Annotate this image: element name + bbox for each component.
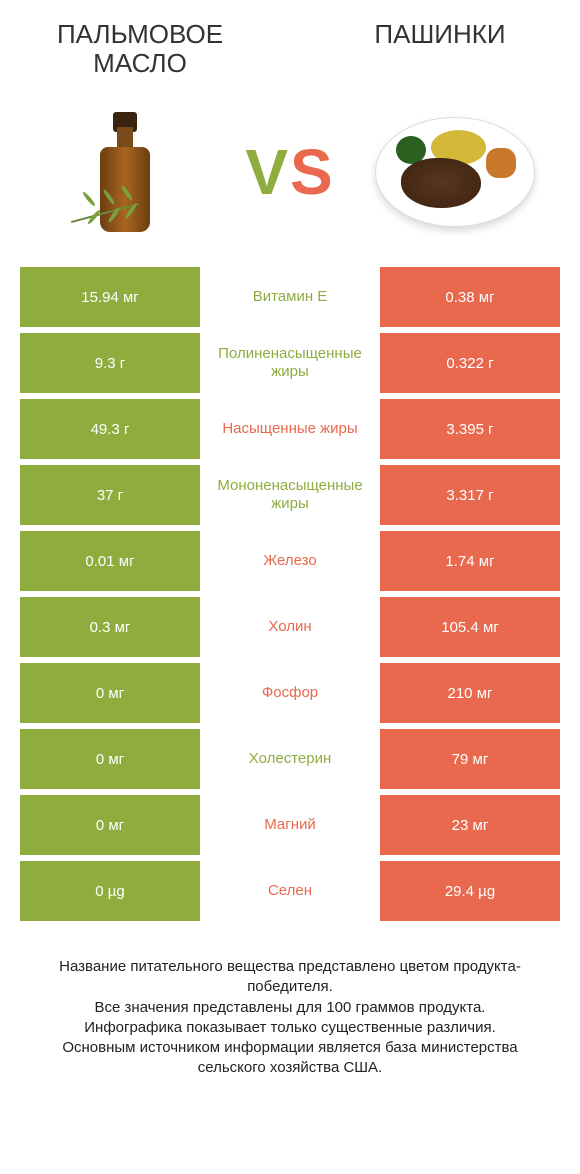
table-row: 0 мгХолестерин79 мг (20, 729, 560, 789)
nutrient-label: Селен (200, 861, 380, 921)
nutrient-label: Фосфор (200, 663, 380, 723)
value-right: 0.322 г (380, 333, 560, 393)
value-right: 79 мг (380, 729, 560, 789)
vs-label: VS (245, 135, 334, 209)
value-left: 0 мг (20, 729, 200, 789)
value-left: 0 мг (20, 663, 200, 723)
table-row: 37 гМононенасыщенные жиры3.317 г (20, 465, 560, 525)
product-right-title: ПАШИНКИ (340, 20, 540, 77)
value-left: 0 мг (20, 795, 200, 855)
nutrient-label: Холин (200, 597, 380, 657)
product-left-title: ПАЛЬМОВОЕ МАСЛО (40, 20, 240, 77)
value-right: 0.38 мг (380, 267, 560, 327)
header: ПАЛЬМОВОЕ МАСЛО ПАШИНКИ (0, 0, 580, 87)
nutrient-label: Полиненасыщенные жиры (200, 333, 380, 393)
table-row: 49.3 гНасыщенные жиры3.395 г (20, 399, 560, 459)
nutrient-label: Железо (200, 531, 380, 591)
value-right: 1.74 мг (380, 531, 560, 591)
nutrient-label: Магний (200, 795, 380, 855)
value-left: 0 µg (20, 861, 200, 921)
product-left-image (40, 97, 210, 247)
table-row: 0 мгМагний23 мг (20, 795, 560, 855)
table-row: 0 мгФосфор210 мг (20, 663, 560, 723)
nutrient-label: Насыщенные жиры (200, 399, 380, 459)
value-left: 0.3 мг (20, 597, 200, 657)
table-row: 0.01 мгЖелезо1.74 мг (20, 531, 560, 591)
table-row: 0 µgСелен29.4 µg (20, 861, 560, 921)
value-left: 0.01 мг (20, 531, 200, 591)
oil-bottle-icon (100, 112, 150, 232)
table-row: 0.3 мгХолин105.4 мг (20, 597, 560, 657)
comparison-row: VS (0, 87, 580, 267)
value-right: 3.395 г (380, 399, 560, 459)
value-right: 29.4 µg (380, 861, 560, 921)
value-right: 23 мг (380, 795, 560, 855)
footer-line: Основным источником информации является … (30, 1038, 550, 1079)
nutrient-label: Мононенасыщенные жиры (200, 465, 380, 525)
nutrient-label: Витамин E (200, 267, 380, 327)
value-left: 49.3 г (20, 399, 200, 459)
nutrient-label: Холестерин (200, 729, 380, 789)
vs-s: S (290, 136, 335, 208)
value-right: 3.317 г (380, 465, 560, 525)
footer-line: Все значения представлены для 100 граммо… (30, 998, 550, 1018)
footer-notes: Название питательного вещества представл… (0, 927, 580, 1079)
table-row: 9.3 гПолиненасыщенные жиры0.322 г (20, 333, 560, 393)
nutrition-table: 15.94 мгВитамин E0.38 мг9.3 гПолиненасыщ… (0, 267, 580, 921)
footer-line: Инфографика показывает только существенн… (30, 1018, 550, 1038)
value-left: 37 г (20, 465, 200, 525)
steak-plate-icon (375, 117, 535, 227)
table-row: 15.94 мгВитамин E0.38 мг (20, 267, 560, 327)
value-right: 210 мг (380, 663, 560, 723)
product-right-image (370, 97, 540, 247)
vs-v: V (245, 136, 290, 208)
value-left: 15.94 мг (20, 267, 200, 327)
footer-line: Название питательного вещества представл… (30, 957, 550, 998)
value-right: 105.4 мг (380, 597, 560, 657)
value-left: 9.3 г (20, 333, 200, 393)
